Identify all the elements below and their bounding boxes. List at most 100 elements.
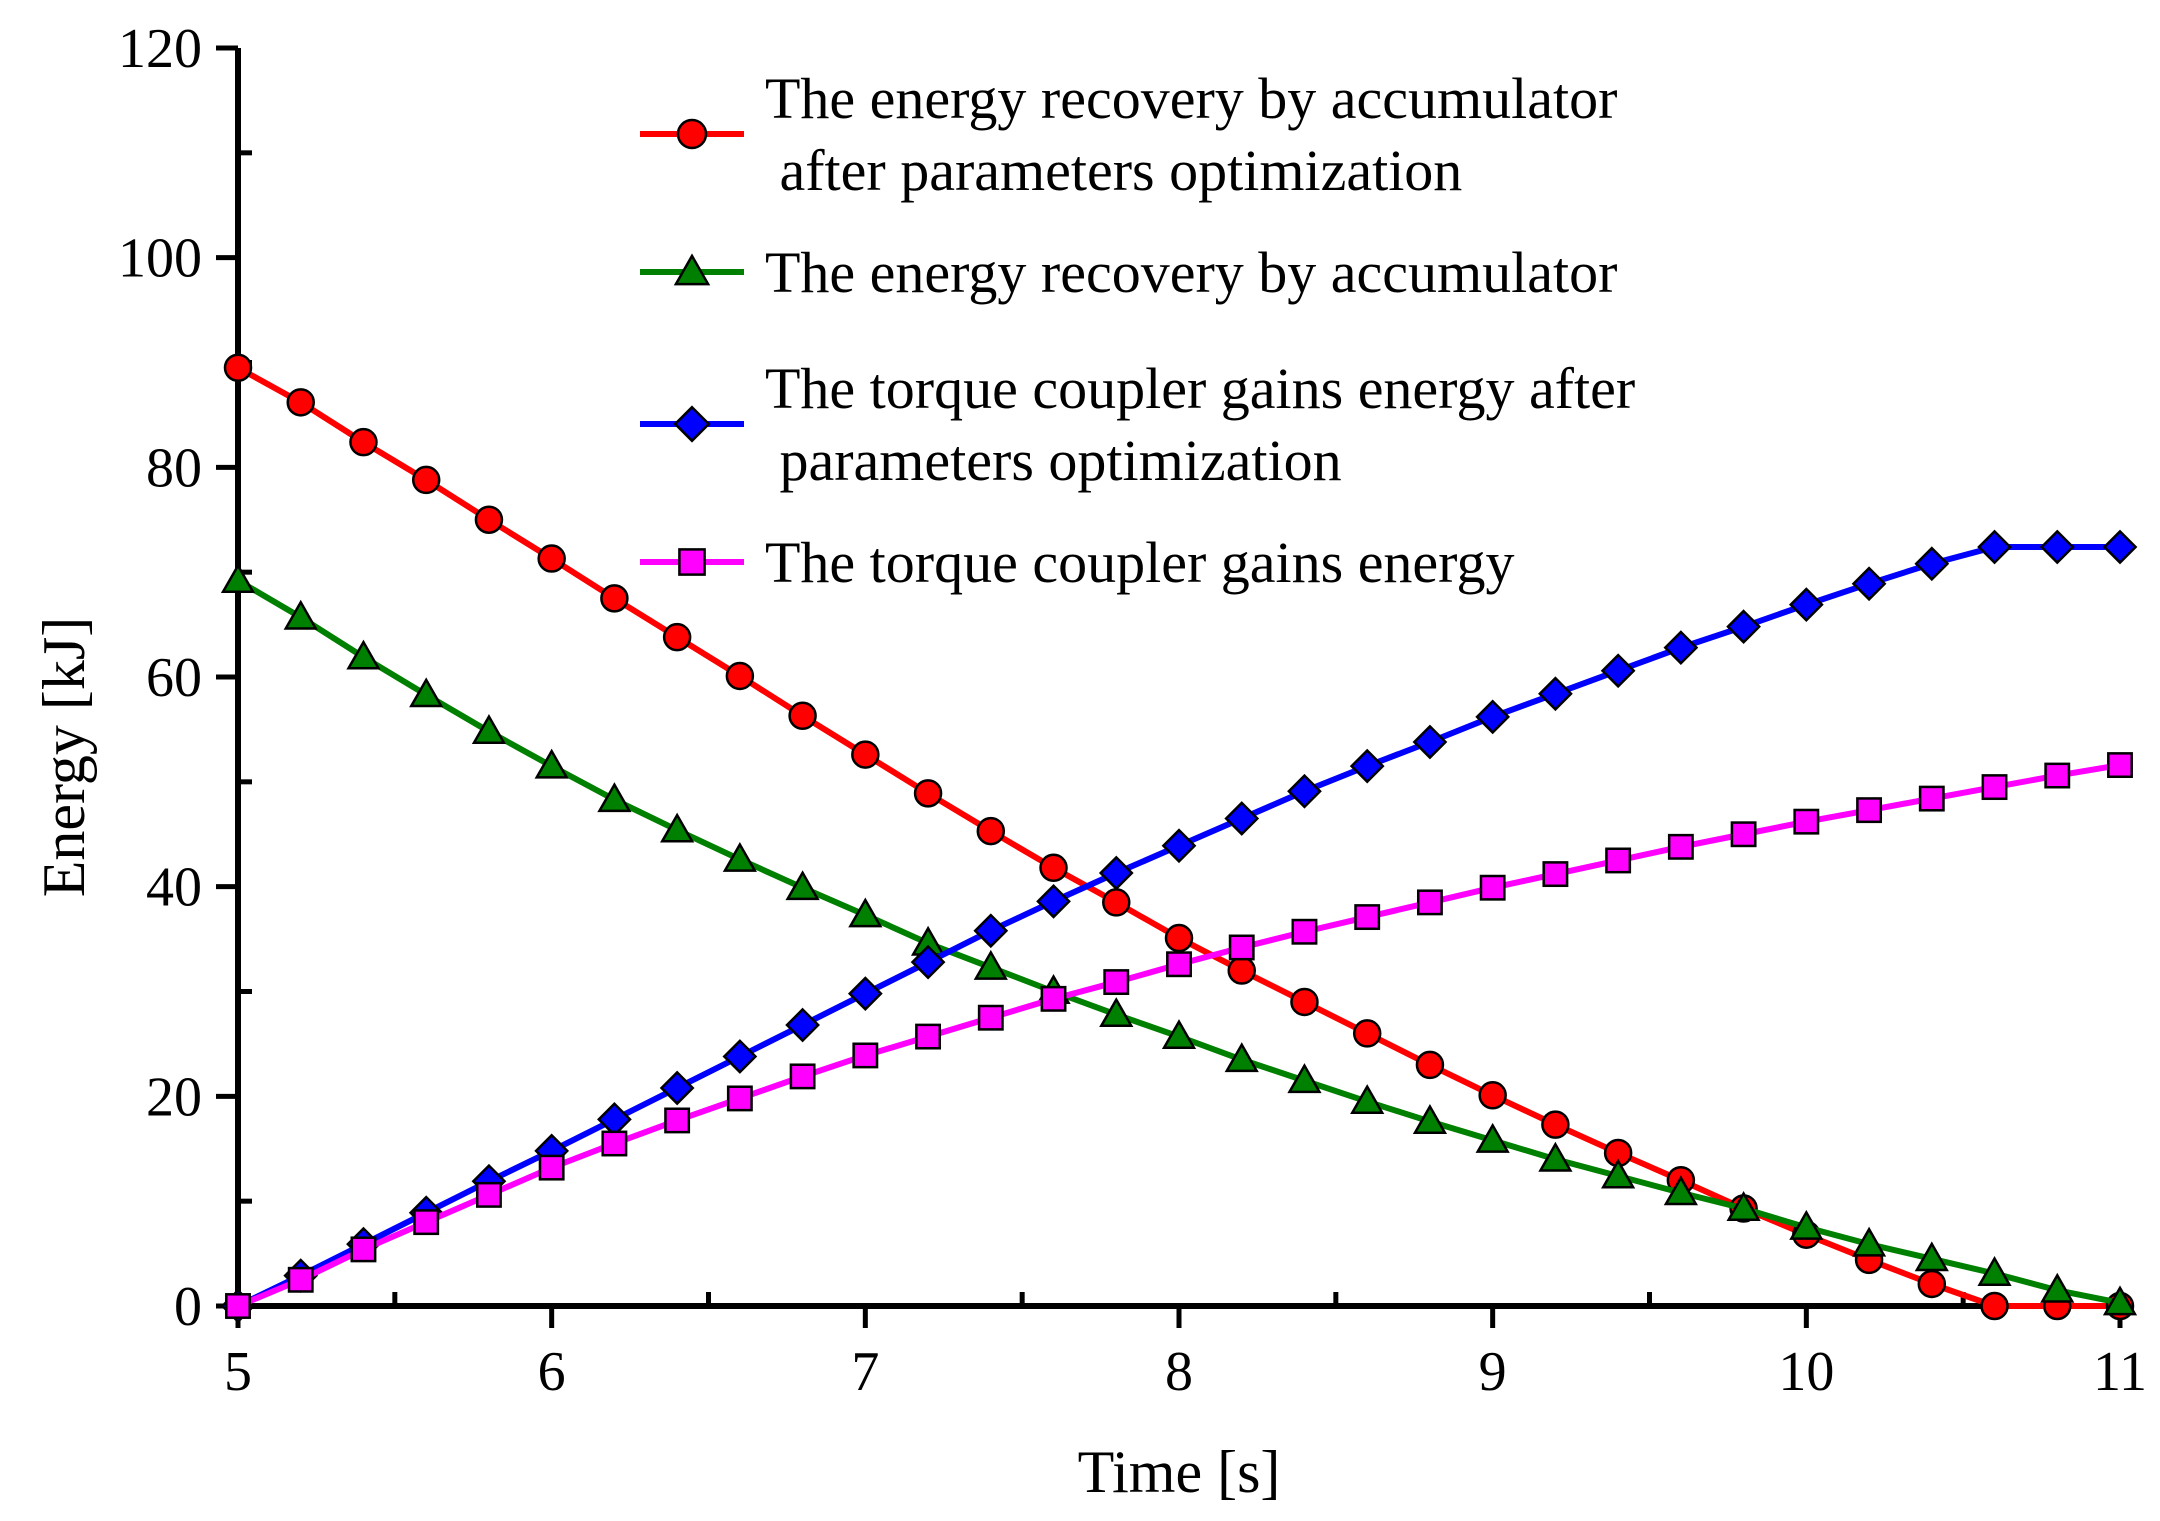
- data-point: [1601, 1158, 1636, 1189]
- data-point: [409, 677, 444, 708]
- data-point: [286, 388, 315, 417]
- y-tick-label: 100: [118, 228, 202, 290]
- data-point: [1350, 1084, 1385, 1115]
- legend: The energy recovery by accumulator after…: [640, 66, 1635, 595]
- data-point: [283, 599, 318, 630]
- data-point: [851, 740, 880, 769]
- series-diamond: [220, 529, 2138, 1324]
- legend-item: The torque coupler gains energy after pa…: [640, 356, 1635, 493]
- data-point: [913, 779, 943, 808]
- legend-item: The energy recovery by accumulator after…: [640, 66, 1617, 203]
- data-point: [411, 465, 441, 495]
- legend-item: The torque coupler gains energy: [640, 530, 1514, 595]
- x-tick-label: 9: [1479, 1341, 1507, 1403]
- data-point: [1291, 918, 1318, 945]
- series-square: [225, 752, 2133, 1319]
- data-point: [2107, 752, 2133, 779]
- data-point: [1416, 889, 1443, 916]
- data-point: [1349, 748, 1385, 784]
- data-point: [722, 841, 757, 872]
- x-tick-label: 6: [538, 1341, 566, 1403]
- data-point: [785, 870, 820, 901]
- data-point: [1352, 1019, 1382, 1048]
- data-point: [1224, 801, 1260, 836]
- legend-item: The energy recovery by accumulator: [640, 240, 1617, 305]
- y-tick-label: 80: [146, 437, 202, 499]
- data-point: [1166, 951, 1192, 978]
- data-point: [1103, 969, 1130, 996]
- data-point: [1412, 724, 1448, 760]
- data-point: [1851, 566, 1887, 602]
- data-point: [597, 782, 632, 813]
- data-point: [1039, 853, 1068, 883]
- data-point: [1980, 1291, 2009, 1321]
- data-point: [2044, 762, 2071, 789]
- data-point: [664, 1107, 691, 1134]
- data-point: [2102, 1285, 2138, 1316]
- data-point: [910, 944, 946, 980]
- data-point: [1600, 653, 1636, 689]
- data-point: [349, 427, 378, 457]
- data-point: [1227, 956, 1256, 985]
- data-point: [1788, 587, 1824, 623]
- data-point: [722, 1039, 758, 1074]
- data-point: [1479, 874, 1506, 901]
- data-point: [725, 661, 755, 691]
- data-point: [660, 812, 695, 843]
- x-tick-label: 5: [224, 1341, 252, 1403]
- data-point: [474, 505, 504, 534]
- data-point: [1663, 1175, 1698, 1206]
- data-point: [1475, 699, 1511, 735]
- legend-label: The energy recovery by accumulator: [765, 240, 1617, 305]
- data-point: [1161, 828, 1197, 864]
- data-point: [973, 949, 1008, 980]
- data-point: [676, 118, 708, 150]
- data-point: [225, 1293, 251, 1319]
- data-point: [287, 1266, 314, 1293]
- data-point: [1040, 985, 1067, 1012]
- data-point: [659, 1070, 695, 1106]
- data-point: [597, 1102, 632, 1137]
- data-point: [1161, 1019, 1197, 1050]
- series-layer: [220, 353, 2138, 1324]
- data-point: [2040, 1272, 2075, 1303]
- x-tick-label: 8: [1165, 1341, 1193, 1403]
- data-point: [1290, 987, 1319, 1017]
- data-point: [1542, 861, 1569, 888]
- data-point: [1918, 785, 1945, 812]
- data-point: [976, 816, 1006, 846]
- data-point: [475, 1181, 502, 1208]
- data-point: [673, 253, 711, 286]
- data-point: [1098, 855, 1134, 891]
- data-point: [789, 1063, 816, 1090]
- y-tick-label: 60: [146, 647, 202, 709]
- data-point: [1415, 1050, 1445, 1080]
- data-point: [1914, 1241, 1949, 1272]
- y-tick-label: 40: [146, 857, 202, 919]
- x-tick-label: 10: [1778, 1341, 1834, 1403]
- tick-labels: 0 20 40 60 80 100 120 5 6 7 8 9 10 11: [118, 18, 2147, 1403]
- data-point: [534, 748, 569, 779]
- data-point: [1726, 609, 1761, 645]
- data-point: [915, 1023, 942, 1050]
- data-point: [1541, 1110, 1570, 1139]
- y-tick-label: 20: [146, 1066, 202, 1128]
- data-point: [1851, 1226, 1887, 1257]
- data-point: [1667, 833, 1694, 860]
- data-point: [1538, 1141, 1573, 1172]
- series-triangle: [220, 563, 2138, 1316]
- y-tick-label: 0: [174, 1276, 202, 1338]
- data-point: [346, 639, 381, 670]
- data-point: [2039, 529, 2075, 565]
- data-point: [1224, 1042, 1259, 1073]
- data-point: [1856, 797, 1883, 824]
- data-point: [1287, 1063, 1322, 1094]
- legend-label: after parameters optimization: [765, 138, 1462, 203]
- data-point: [1354, 904, 1381, 931]
- data-point: [537, 544, 566, 573]
- data-point: [1102, 888, 1131, 917]
- data-point: [1538, 676, 1573, 712]
- data-point: [1164, 923, 1194, 953]
- data-point: [1977, 529, 2012, 565]
